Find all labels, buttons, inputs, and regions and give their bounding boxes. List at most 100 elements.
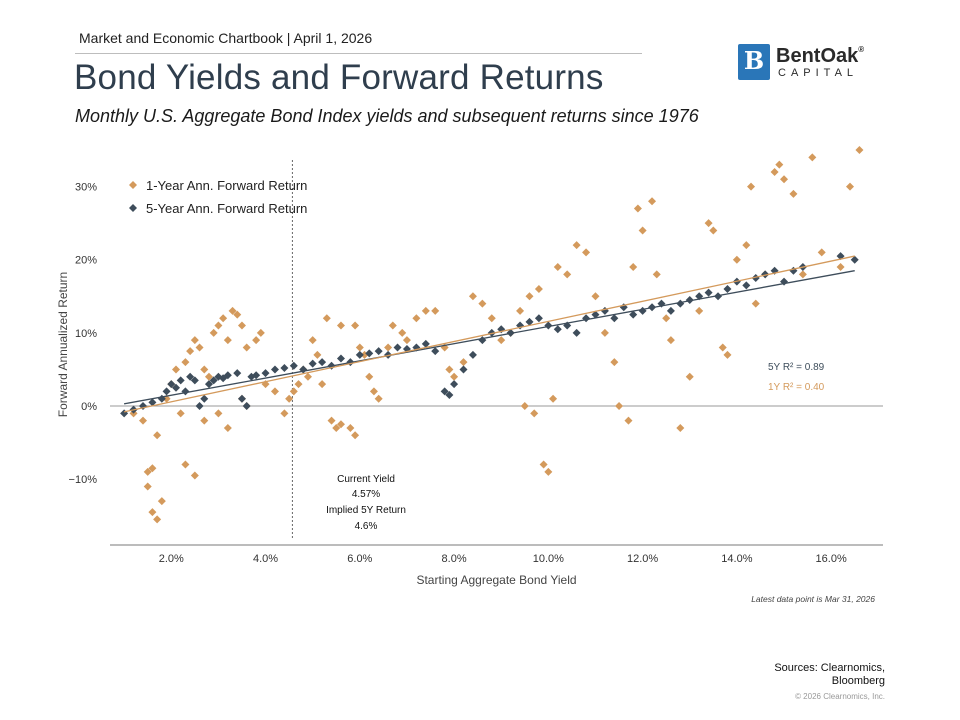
one-year-point xyxy=(186,347,195,356)
one-year-point xyxy=(591,292,600,301)
five-year-point xyxy=(384,350,393,359)
one-year-point xyxy=(808,153,817,162)
one-year-point xyxy=(190,336,199,345)
one-year-point xyxy=(718,343,727,352)
five-year-point xyxy=(171,383,180,392)
one-year-point xyxy=(153,431,162,440)
one-year-point xyxy=(181,460,190,469)
one-year-point xyxy=(572,241,581,250)
five-year-point xyxy=(393,343,402,352)
one-year-point xyxy=(648,197,657,206)
one-year-point xyxy=(652,270,661,279)
one-year-point xyxy=(384,343,393,352)
one-year-point xyxy=(322,314,331,323)
five-year-point xyxy=(233,369,242,378)
sources-line-1: Sources: Clearnomics, xyxy=(774,662,885,674)
one-year-point xyxy=(402,336,411,345)
one-year-point xyxy=(638,226,647,235)
one-year-point xyxy=(308,336,317,345)
five-year-point xyxy=(186,372,195,381)
five-year-point xyxy=(850,255,859,264)
one-year-point xyxy=(742,241,751,250)
one-year-point xyxy=(181,358,190,367)
five-year-point xyxy=(181,387,190,396)
one-year-point xyxy=(351,431,360,440)
five-year-trendline xyxy=(124,270,855,405)
one-year-point xyxy=(143,482,152,491)
one-year-point xyxy=(332,423,341,432)
five-year-point xyxy=(704,288,713,297)
one-year-point xyxy=(346,423,355,432)
one-year-point xyxy=(549,394,558,403)
one-year-point xyxy=(855,146,864,154)
one-year-point xyxy=(676,423,685,432)
one-year-point xyxy=(459,358,468,367)
one-year-point xyxy=(709,226,718,235)
one-year-point xyxy=(195,343,204,352)
one-year-point xyxy=(351,321,360,330)
five-year-point xyxy=(176,376,185,385)
one-year-point xyxy=(478,299,487,308)
one-year-point xyxy=(270,387,279,396)
legend-label: 1-Year Ann. Forward Return xyxy=(146,178,307,193)
one-year-point xyxy=(209,328,218,337)
five-year-point xyxy=(280,363,289,372)
one-year-point xyxy=(520,402,529,411)
one-year-point xyxy=(148,508,157,517)
five-year-point xyxy=(445,391,454,400)
one-year-point xyxy=(789,189,798,198)
x-tick-label: 14.0% xyxy=(721,553,752,565)
five-year-point xyxy=(195,402,204,411)
five-year-point xyxy=(534,314,543,323)
five-year-point xyxy=(525,317,534,326)
y-tick-label: 20% xyxy=(75,255,97,267)
five-year-point xyxy=(289,361,298,370)
logo-registered: ® xyxy=(858,45,865,54)
one-year-point xyxy=(633,204,642,213)
r-squared-1y: 1Y R² = 0.40 xyxy=(768,382,825,393)
five-year-point xyxy=(751,274,760,283)
current-yield-annotation: Current Yield xyxy=(337,474,395,485)
one-year-point xyxy=(544,467,553,476)
one-year-point xyxy=(798,270,807,279)
one-year-point xyxy=(157,497,166,506)
x-axis-label: Starting Aggregate Bond Yield xyxy=(416,573,576,587)
one-year-point xyxy=(223,336,232,345)
one-year-point xyxy=(200,416,209,425)
one-year-point xyxy=(223,423,232,432)
y-tick-label: 0% xyxy=(81,401,97,413)
five-year-point xyxy=(421,339,430,348)
one-year-point xyxy=(190,471,199,480)
one-year-point xyxy=(624,416,633,425)
five-year-point xyxy=(714,292,723,301)
one-year-point xyxy=(525,292,534,301)
y-tick-label: 10% xyxy=(75,328,97,340)
current-yield-annotation: 4.6% xyxy=(355,521,378,532)
current-yield-annotation: 4.57% xyxy=(352,489,380,500)
five-year-point xyxy=(318,358,327,367)
y-tick-label: −10% xyxy=(69,474,98,486)
one-year-point xyxy=(228,306,237,315)
five-year-point xyxy=(167,380,176,389)
five-year-point xyxy=(553,325,562,334)
five-year-point xyxy=(223,371,232,380)
one-year-point xyxy=(516,306,525,315)
five-year-point xyxy=(190,376,199,385)
five-year-point xyxy=(237,394,246,403)
current-yield-annotation: Implied 5Y Return xyxy=(326,505,406,516)
five-year-point xyxy=(629,310,638,319)
one-year-point xyxy=(468,292,477,301)
five-year-point xyxy=(742,281,751,290)
one-year-point xyxy=(747,182,756,191)
one-year-point xyxy=(204,372,213,381)
one-year-point xyxy=(143,467,152,476)
five-year-point xyxy=(120,409,129,418)
five-year-point xyxy=(544,321,553,330)
five-year-point xyxy=(308,359,317,368)
x-tick-label: 16.0% xyxy=(816,553,847,565)
sources-line-2: Bloomberg xyxy=(831,675,885,687)
one-year-point xyxy=(398,328,407,337)
one-year-point xyxy=(450,372,459,381)
one-year-point xyxy=(336,420,345,429)
one-year-point xyxy=(751,299,760,308)
